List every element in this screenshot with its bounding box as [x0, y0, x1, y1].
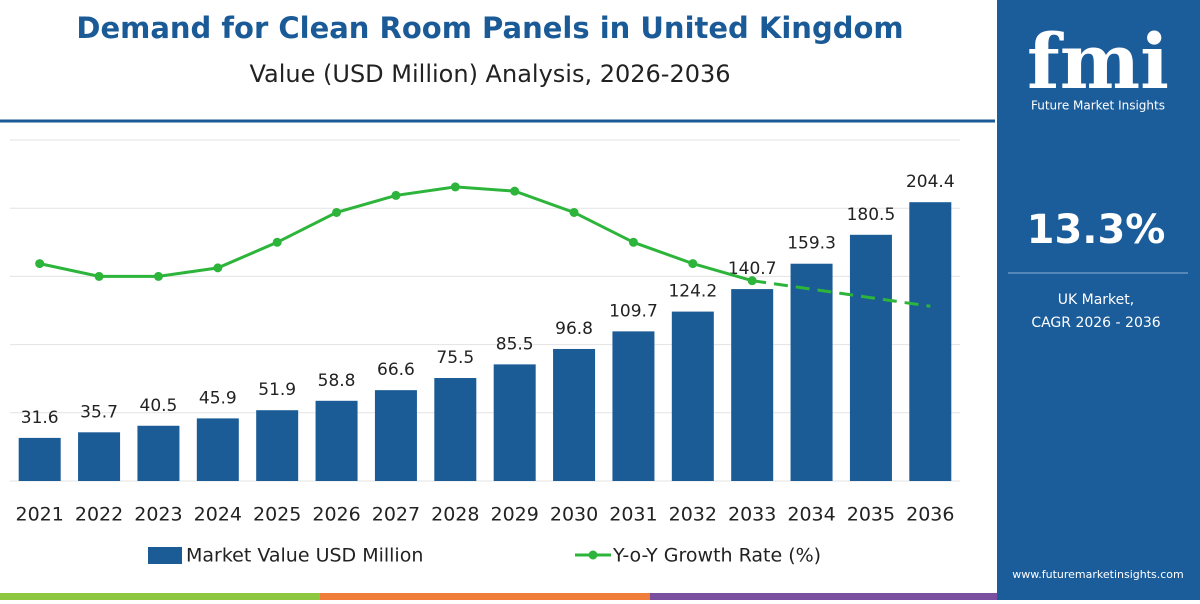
- x-tick-label: 2029: [491, 504, 539, 526]
- bar: [790, 263, 833, 481]
- growth-point: [94, 271, 104, 281]
- value-label: 180.5: [847, 205, 896, 225]
- x-tick-label: 2022: [75, 504, 123, 526]
- value-label: 159.3: [787, 234, 836, 254]
- x-tick-label: 2021: [16, 504, 64, 526]
- bar: [553, 348, 596, 481]
- x-tick-label: 2024: [194, 504, 242, 526]
- growth-point: [332, 207, 342, 217]
- legend-swatch: [148, 547, 182, 564]
- x-tick-label: 2028: [431, 504, 479, 526]
- bar: [671, 311, 714, 481]
- value-label: 45.9: [199, 388, 237, 408]
- legend-label: Market Value USD Million: [186, 545, 423, 567]
- legend-swatch: [588, 550, 598, 560]
- bar: [612, 331, 655, 481]
- x-tick-label: 2031: [609, 504, 657, 526]
- growth-point: [628, 237, 638, 247]
- bar: [196, 418, 239, 481]
- bar: [493, 364, 536, 481]
- bar: [374, 390, 417, 481]
- growth-point: [153, 271, 163, 281]
- value-label: 51.9: [258, 380, 296, 400]
- value-label: 40.5: [140, 396, 178, 416]
- x-tick-label: 2026: [312, 504, 360, 526]
- legend-label: Y-o-Y Growth Rate (%): [612, 545, 821, 567]
- bar: [849, 234, 892, 481]
- bar: [137, 425, 180, 481]
- x-tick-label: 2036: [906, 504, 954, 526]
- growth-point: [688, 259, 698, 269]
- growth-line: [751, 279, 931, 308]
- value-label: 35.7: [80, 402, 118, 422]
- growth-point: [213, 263, 223, 273]
- growth-point: [569, 207, 579, 217]
- bar: [731, 289, 774, 481]
- strip: [650, 593, 997, 600]
- value-label: 31.6: [21, 408, 59, 428]
- x-tick-label: 2030: [550, 504, 598, 526]
- bar: [256, 410, 299, 481]
- chart-title: Demand for Clean Room Panels in United K…: [76, 11, 903, 45]
- x-tick-label: 2025: [253, 504, 301, 526]
- chart-subtitle: Value (USD Million) Analysis, 2026-2036: [249, 60, 730, 88]
- x-tick-label: 2034: [787, 504, 835, 526]
- bar: [78, 432, 121, 481]
- bar: [909, 202, 952, 481]
- value-label: 85.5: [496, 334, 534, 354]
- x-tick-label: 2027: [372, 504, 420, 526]
- brand: Future Market Insights: [1031, 99, 1165, 113]
- growth-point: [391, 190, 401, 200]
- bar: [434, 378, 477, 481]
- strip: [320, 593, 650, 600]
- value-label: 75.5: [436, 348, 474, 368]
- value-label: 109.7: [609, 301, 658, 321]
- value-label: 96.8: [555, 319, 593, 339]
- sidebar: [997, 0, 1200, 600]
- growth-point: [272, 237, 282, 247]
- x-tick-label: 2033: [728, 504, 776, 526]
- x-tick-label: 2032: [669, 504, 717, 526]
- cagr-market: UK Market,: [1058, 292, 1134, 308]
- growth-point: [35, 259, 45, 269]
- value-label: 204.4: [906, 172, 955, 192]
- url: www.futuremarketinsights.com: [1012, 568, 1184, 581]
- growth-point: [510, 186, 520, 196]
- cagr-period: CAGR 2026 - 2036: [1031, 315, 1160, 331]
- value-label: 58.8: [318, 371, 356, 391]
- logo: fmi: [1027, 17, 1169, 106]
- value-label: 66.6: [377, 360, 415, 380]
- x-tick-label: 2035: [847, 504, 895, 526]
- strip: [0, 593, 320, 600]
- bar: [18, 437, 61, 481]
- bar: [315, 400, 358, 481]
- x-tick-label: 2023: [134, 504, 182, 526]
- growth-point: [450, 182, 460, 192]
- value-label: 124.2: [668, 282, 717, 302]
- cagr-value: 13.3%: [1027, 207, 1166, 253]
- value-label: 140.7: [728, 259, 777, 279]
- growth-point: [747, 276, 757, 286]
